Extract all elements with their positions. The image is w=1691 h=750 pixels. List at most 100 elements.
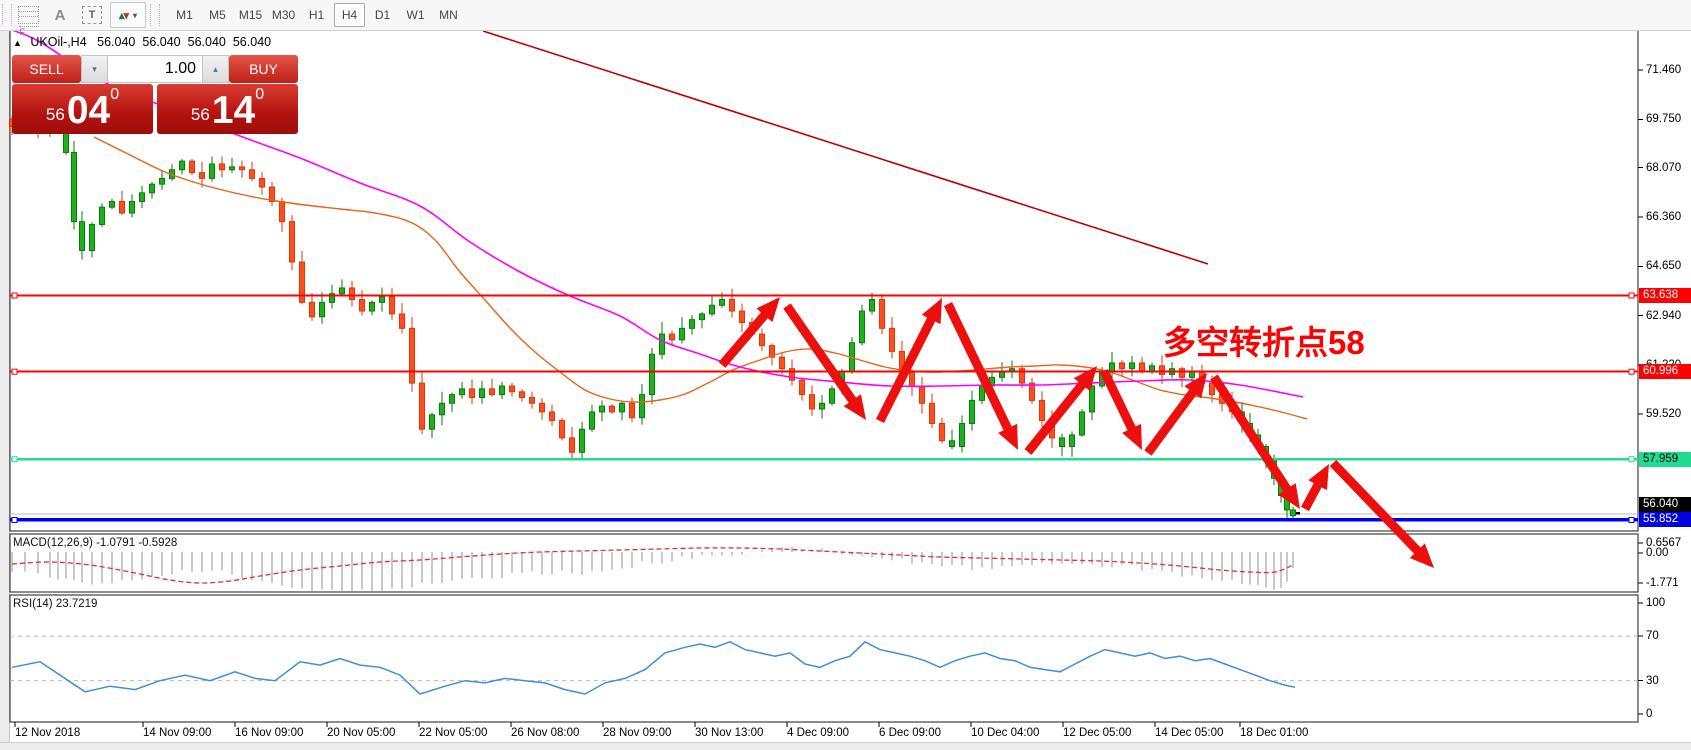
buy-price-tile[interactable]: 56 14 0	[157, 84, 298, 134]
time-label: 22 Nov 05:00	[419, 727, 488, 739]
price-tick-label: 64.650	[1646, 260, 1682, 273]
quote-close: 56.040	[232, 35, 272, 49]
ma-fast-line	[93, 136, 1308, 420]
time-label: 30 Nov 13:00	[695, 727, 764, 739]
sell-price-tile[interactable]: 56 04 0	[12, 84, 153, 134]
time-label: 20 Nov 05:00	[327, 727, 396, 739]
collapse-panel-arrow-icon[interactable]: ▲	[13, 38, 22, 48]
trend-arrow-6[interactable]	[1099, 369, 1139, 436]
timeframe-button-H1[interactable]: H1	[308, 8, 325, 22]
down-arrow-glyph: ▾	[123, 9, 130, 22]
macd-scale-label: -1.771	[1646, 577, 1679, 589]
timeframe-button-M30[interactable]: M30	[271, 8, 296, 22]
buy-button[interactable]: BUY	[229, 55, 298, 83]
price-tick-label: 71.460	[1646, 64, 1682, 76]
time-label: 16 Nov 09:00	[235, 727, 304, 739]
time-label: 4 Dec 09:00	[787, 727, 850, 739]
trend-arrow-head-2	[843, 394, 866, 420]
text-label-tool-icon[interactable]: T	[78, 2, 106, 28]
sell-button[interactable]: SELL	[12, 55, 81, 83]
timeframe-button-M5[interactable]: M5	[209, 8, 226, 22]
hline-handle-right[interactable]	[1628, 516, 1635, 523]
trend-arrow-1[interactable]	[718, 307, 772, 368]
timeframe-button-D1[interactable]: D1	[374, 8, 391, 22]
rsi-scale-label: 30	[1646, 674, 1659, 687]
hline-handle-left[interactable]	[11, 292, 18, 299]
macd-histogram	[11, 546, 1294, 591]
arrows-tool-icon[interactable]: ▴ ▾ ▾	[110, 2, 146, 28]
timeframe-button-M15[interactable]: M15	[238, 8, 263, 22]
rsi-value: 23.7219	[55, 598, 98, 610]
price-tick-label: 62.940	[1646, 309, 1682, 322]
price-badge-56.040: 56.040	[1639, 496, 1691, 512]
trend-arrow-7[interactable]	[1144, 384, 1200, 456]
hline-handle-right[interactable]	[1628, 456, 1635, 463]
time-label: 28 Nov 09:00	[603, 727, 672, 739]
time-label: 18 Dec 01:00	[1240, 727, 1309, 739]
trend-arrow-10[interactable]	[1329, 459, 1425, 559]
hline-handle-left[interactable]	[11, 516, 18, 523]
timeframe-button-MN[interactable]: MN	[439, 8, 458, 22]
volume-decrease-button[interactable]: ▾	[81, 55, 108, 83]
toolbar-drag-handle[interactable]	[2, 4, 12, 26]
trend-arrow-5[interactable]	[1024, 377, 1090, 455]
volume-increase-button[interactable]: ▴	[202, 55, 229, 83]
rsi-scale-label: 0	[1646, 708, 1653, 720]
candles-group	[9, 100, 1296, 521]
chart-annotation-text: 多空转折点58	[1163, 324, 1365, 361]
trend-arrow-4[interactable]	[943, 302, 1015, 436]
indicator-grid-icon[interactable]: F	[14, 2, 42, 37]
time-label: 12 Nov 2018	[15, 727, 81, 739]
time-label: 14 Dec 05:00	[1155, 727, 1224, 739]
up-arrow-glyph: ▴	[118, 9, 125, 22]
macd-signal-value: -0.5928	[138, 537, 178, 549]
hline-handle-right[interactable]	[1628, 292, 1635, 299]
timeframe-button-H4[interactable]: H4	[334, 3, 365, 27]
t-glyph: T	[82, 6, 102, 24]
hline-handle-left[interactable]	[11, 456, 18, 463]
price-tick-label: 66.360	[1646, 211, 1682, 224]
buy-price-big: 14	[211, 89, 256, 132]
rsi-scale-label: 100	[1646, 596, 1666, 609]
macd-scale-label: 0.00	[1646, 547, 1669, 559]
trend-arrow-head-1	[756, 297, 780, 323]
macd-signal-line	[11, 547, 1294, 584]
trend-arrow-2[interactable]	[783, 303, 860, 408]
quote-high: 56.040	[142, 35, 181, 49]
timeframe-buttons: M1 M5 M15 M30 H1 H4 D1 W1 MN	[168, 3, 465, 27]
macd-scale-label: 0.6567	[1646, 537, 1682, 549]
trend-arrow-head-6	[1122, 423, 1142, 450]
toolbar-drag-handle[interactable]	[150, 4, 160, 26]
trend-arrow-3[interactable]	[875, 312, 938, 424]
price-badge-57.959: 57.959	[1639, 451, 1691, 467]
rsi-label: RSI(14) 23.7219	[13, 598, 98, 610]
trend-arrow-head-9	[1308, 464, 1329, 491]
sell-price-big: 04	[66, 89, 111, 132]
time-label: 14 Nov 09:00	[143, 727, 212, 739]
sell-price-prefix: 56	[45, 105, 65, 124]
macd-pane[interactable]	[9, 533, 1639, 593]
time-label: 26 Nov 08:00	[511, 727, 580, 739]
descending-trendline[interactable]	[482, 30, 1209, 265]
window-bottom-edge	[0, 742, 1691, 750]
symbol-period: UKOil-,H4	[30, 35, 87, 49]
hline-handle-left[interactable]	[11, 368, 18, 375]
time-label: 6 Dec 09:00	[879, 727, 942, 739]
rsi-scale-label: 70	[1646, 630, 1659, 643]
font-tool-icon[interactable]: A	[54, 6, 66, 24]
rsi-pane[interactable]	[9, 594, 1639, 723]
timeframe-button-W1[interactable]: W1	[406, 8, 425, 22]
timeframe-button-M1[interactable]: M1	[176, 8, 193, 22]
trend-arrow-8[interactable]	[1210, 374, 1294, 497]
hline-handle-right[interactable]	[1628, 368, 1635, 375]
volume-input[interactable]	[108, 55, 202, 83]
trend-arrow-head-4	[998, 423, 1018, 450]
sell-price-sup: 0	[110, 86, 120, 103]
price-tick-label: 69.750	[1646, 113, 1682, 126]
price-tick-label: 59.520	[1646, 408, 1682, 421]
buy-price-sup: 0	[255, 86, 265, 103]
trend-arrow-head-5	[1073, 366, 1097, 392]
